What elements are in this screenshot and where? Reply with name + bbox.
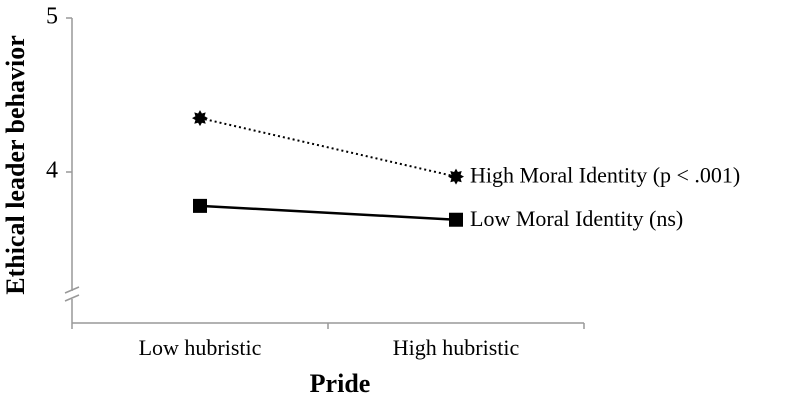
marker: [192, 110, 208, 127]
axis-break-gap: [64, 291, 80, 299]
x-axis-title: Pride: [310, 369, 371, 398]
axis-break: [64, 294, 80, 302]
y-axis-title: Ethical leader behavior: [1, 35, 30, 295]
series-line: [199, 204, 457, 221]
legend-label: Low Moral Identity (ns): [470, 206, 683, 231]
marker: [448, 168, 464, 185]
x-tick-label: High hubristic: [393, 335, 520, 360]
marker: [449, 212, 463, 227]
axis-break: [64, 286, 80, 294]
legend-label: High Moral Identity (p < .001): [470, 163, 740, 188]
x-tick-label: Low hubristic: [139, 335, 262, 360]
y-tick-label: 5: [46, 4, 58, 30]
marker: [193, 198, 207, 213]
series-line: [199, 117, 457, 178]
y-tick-label: 4: [46, 158, 58, 184]
